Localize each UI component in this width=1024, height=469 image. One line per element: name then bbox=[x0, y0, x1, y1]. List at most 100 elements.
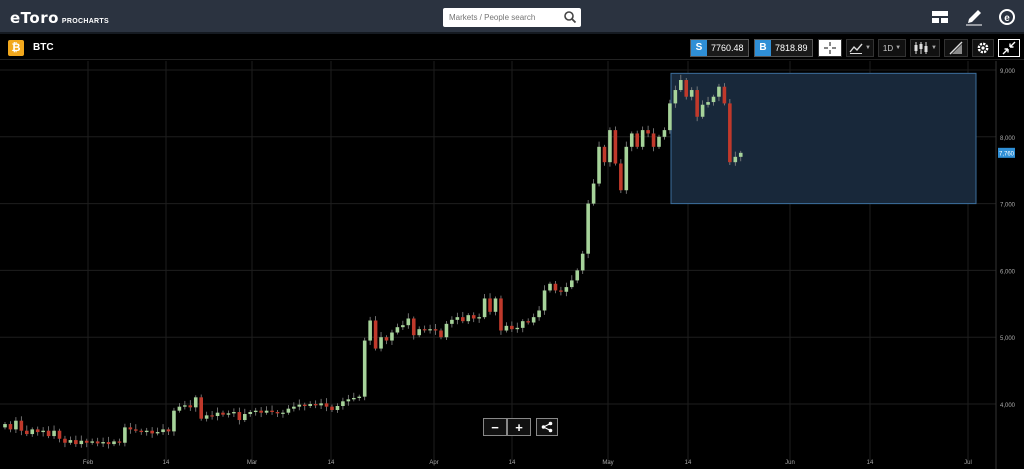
candle-bearish bbox=[619, 163, 623, 191]
candle-bullish bbox=[90, 441, 94, 443]
etoro-return-icon[interactable]: e bbox=[997, 7, 1017, 27]
candle-bearish bbox=[553, 283, 558, 291]
candle-bullish bbox=[183, 405, 187, 407]
candle-bullish bbox=[193, 397, 198, 408]
search-input[interactable] bbox=[449, 10, 559, 25]
candle-bullish bbox=[3, 424, 7, 428]
candle-bullish bbox=[286, 408, 291, 413]
timeframe-select[interactable]: 1D ▼ bbox=[878, 39, 906, 57]
candle-bullish bbox=[504, 325, 509, 331]
svg-text:e: e bbox=[1004, 13, 1010, 24]
buy-price-button[interactable]: B 7818.89 bbox=[754, 39, 813, 57]
search-box[interactable] bbox=[443, 8, 581, 27]
chevron-down-icon: ▼ bbox=[931, 45, 937, 51]
candle-bullish bbox=[428, 329, 432, 331]
candle-bullish bbox=[172, 410, 176, 432]
candle-bearish bbox=[613, 130, 618, 164]
share-button[interactable] bbox=[536, 418, 558, 436]
selection-rectangle[interactable] bbox=[670, 72, 977, 205]
candle-bullish bbox=[346, 399, 351, 402]
candle-bullish bbox=[679, 80, 683, 91]
candle-bullish bbox=[493, 298, 498, 312]
candle-bullish bbox=[640, 130, 645, 147]
crosshair-button[interactable] bbox=[818, 39, 842, 57]
x-tick-label: 14 bbox=[867, 460, 874, 466]
candle-bullish bbox=[537, 310, 541, 318]
x-tick-label: Apr bbox=[429, 460, 438, 466]
chevron-down-icon: ▼ bbox=[895, 45, 902, 51]
top-bar: eToro PROCHARTS e bbox=[0, 0, 1024, 34]
search-icon[interactable] bbox=[563, 10, 577, 24]
candle-bullish bbox=[455, 317, 460, 320]
candle-bullish bbox=[406, 318, 411, 326]
candles-button[interactable]: ▼ bbox=[910, 39, 940, 57]
sell-price-button[interactable]: S 7760.48 bbox=[690, 39, 749, 57]
candle-bearish bbox=[324, 403, 329, 407]
candle-bullish bbox=[341, 401, 345, 407]
chart-type-button[interactable]: ▼ bbox=[846, 39, 874, 57]
y-tick-label: 5,000 bbox=[1000, 336, 1016, 342]
candle-bullish bbox=[608, 130, 612, 163]
candles-icon bbox=[914, 42, 928, 54]
candle-bullish bbox=[482, 298, 487, 318]
candle-bullish bbox=[390, 332, 394, 341]
candle-bearish bbox=[199, 397, 203, 419]
zoom-out-label: − bbox=[491, 419, 499, 435]
etoro-logo[interactable]: eToro PROCHARTS bbox=[10, 9, 109, 27]
candle-bullish bbox=[204, 415, 209, 419]
x-tick-label: Mar bbox=[247, 460, 257, 466]
layout-icon[interactable] bbox=[930, 7, 950, 27]
candle-bearish bbox=[559, 290, 563, 292]
y-tick-label: 8,000 bbox=[1000, 136, 1016, 142]
x-tick-label: 14 bbox=[163, 460, 170, 466]
fullscreen-button[interactable] bbox=[998, 39, 1020, 57]
candle-bullish bbox=[123, 427, 127, 443]
candle-bearish bbox=[635, 133, 639, 147]
candle-bearish bbox=[526, 321, 530, 323]
candle-bullish bbox=[657, 136, 661, 147]
drawing-tool-button[interactable] bbox=[944, 39, 968, 57]
candle-bullish bbox=[144, 430, 149, 433]
x-tick-label: 14 bbox=[509, 460, 516, 466]
zoom-in-label: + bbox=[515, 419, 523, 435]
candle-bullish bbox=[586, 203, 590, 254]
candlestick-chart[interactable]: 9,000 8,000 7,000 6,000 5,000 4,000 Feb 14 Mar 1… bbox=[0, 61, 1024, 469]
candle-bullish bbox=[253, 410, 258, 413]
candle-bullish bbox=[232, 412, 236, 414]
candle-bearish bbox=[488, 298, 492, 312]
zoom-out-button[interactable]: − bbox=[483, 418, 507, 436]
settings-button[interactable] bbox=[972, 39, 994, 57]
candle-bearish bbox=[117, 441, 122, 443]
candle-bearish bbox=[302, 404, 307, 407]
candle-bullish bbox=[717, 86, 721, 97]
candle-bearish bbox=[313, 404, 318, 406]
candle-bullish bbox=[700, 104, 705, 117]
price-chart[interactable]: 9,000 8,000 7,000 6,000 5,000 4,000 Feb 14 Mar 1… bbox=[0, 61, 1024, 469]
candle-bullish bbox=[564, 287, 569, 292]
candle-bullish bbox=[215, 412, 220, 417]
candle-bearish bbox=[602, 146, 607, 163]
candle-bearish bbox=[275, 412, 280, 414]
candle-bullish bbox=[673, 90, 678, 104]
candle-bullish bbox=[531, 317, 536, 323]
candle-bullish bbox=[689, 90, 694, 97]
candle-bullish bbox=[101, 442, 105, 444]
candle-bullish bbox=[379, 337, 383, 349]
candle-bullish bbox=[591, 183, 596, 204]
candle-bearish bbox=[259, 410, 263, 413]
candle-bullish bbox=[264, 410, 269, 413]
candle-bearish bbox=[106, 442, 111, 445]
candle-bearish bbox=[139, 430, 144, 433]
candle-bullish bbox=[711, 96, 716, 103]
candle-bullish bbox=[706, 102, 710, 105]
candle-bullish bbox=[624, 146, 629, 191]
x-tick-label: 14 bbox=[685, 460, 692, 466]
candle-bullish bbox=[335, 406, 340, 411]
zoom-in-button[interactable]: + bbox=[507, 418, 531, 436]
logo-subtitle: PROCHARTS bbox=[61, 18, 109, 25]
candle-bullish bbox=[52, 430, 56, 437]
candle-bullish bbox=[41, 430, 45, 433]
candle-bearish bbox=[439, 330, 443, 338]
candle-bullish bbox=[548, 283, 552, 291]
pencil-icon[interactable] bbox=[964, 7, 984, 27]
